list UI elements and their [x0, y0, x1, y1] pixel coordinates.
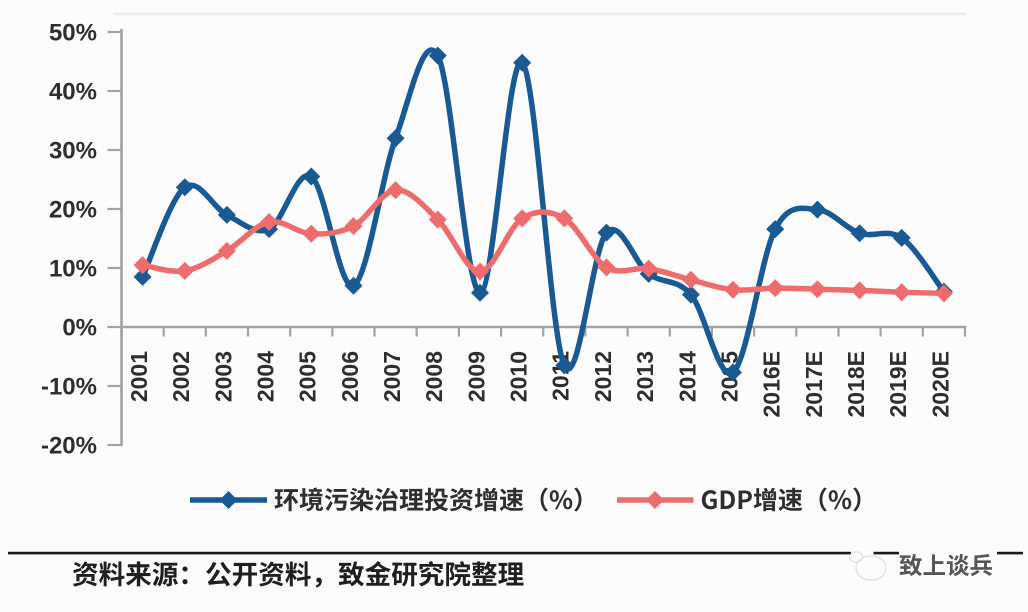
svg-text:10%: 10%	[49, 256, 97, 283]
svg-text:2020E: 2020E	[927, 351, 953, 418]
svg-text:2007: 2007	[379, 351, 405, 402]
svg-text:2010: 2010	[506, 351, 532, 402]
svg-text:2009: 2009	[463, 351, 489, 402]
svg-text:2001: 2001	[126, 351, 152, 402]
svg-text:2016E: 2016E	[759, 351, 785, 418]
svg-text:2006: 2006	[337, 351, 363, 402]
svg-text:40%: 40%	[49, 79, 97, 106]
svg-text:2013: 2013	[632, 351, 658, 402]
svg-text:-20%: -20%	[41, 433, 97, 460]
svg-text:50%: 50%	[49, 20, 97, 47]
svg-text:30%: 30%	[49, 138, 97, 165]
svg-text:2008: 2008	[421, 351, 447, 402]
svg-text:2004: 2004	[253, 351, 279, 402]
svg-text:2019E: 2019E	[885, 351, 911, 418]
svg-text:0%: 0%	[62, 315, 97, 342]
svg-text:2017E: 2017E	[801, 351, 827, 418]
svg-text:2002: 2002	[168, 351, 194, 402]
svg-text:2005: 2005	[295, 351, 321, 402]
svg-text:-10%: -10%	[41, 374, 97, 401]
svg-text:2003: 2003	[210, 351, 236, 402]
svg-text:2014: 2014	[674, 351, 700, 402]
svg-text:2018E: 2018E	[843, 351, 869, 418]
svg-text:20%: 20%	[49, 197, 97, 224]
svg-text:2012: 2012	[590, 351, 616, 402]
